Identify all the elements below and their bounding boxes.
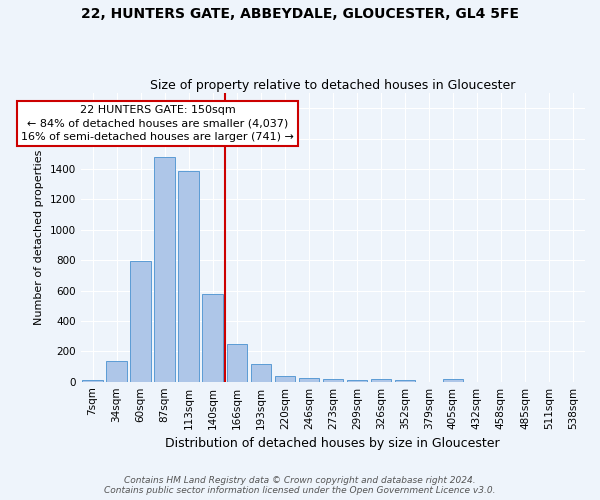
X-axis label: Distribution of detached houses by size in Gloucester: Distribution of detached houses by size … bbox=[166, 437, 500, 450]
Bar bbox=[130, 261, 151, 382]
Bar bbox=[202, 294, 223, 382]
Bar bbox=[371, 380, 391, 382]
Bar bbox=[275, 376, 295, 382]
Bar bbox=[106, 361, 127, 382]
Bar bbox=[323, 378, 343, 382]
Bar bbox=[251, 364, 271, 382]
Bar bbox=[299, 378, 319, 382]
Text: 22, HUNTERS GATE, ABBEYDALE, GLOUCESTER, GL4 5FE: 22, HUNTERS GATE, ABBEYDALE, GLOUCESTER,… bbox=[81, 8, 519, 22]
Bar bbox=[154, 157, 175, 382]
Y-axis label: Number of detached properties: Number of detached properties bbox=[34, 150, 44, 325]
Text: 22 HUNTERS GATE: 150sqm
← 84% of detached houses are smaller (4,037)
16% of semi: 22 HUNTERS GATE: 150sqm ← 84% of detache… bbox=[21, 106, 294, 142]
Bar bbox=[178, 170, 199, 382]
Bar bbox=[443, 378, 463, 382]
Bar bbox=[82, 380, 103, 382]
Bar bbox=[395, 380, 415, 382]
Bar bbox=[227, 344, 247, 382]
Bar bbox=[347, 380, 367, 382]
Title: Size of property relative to detached houses in Gloucester: Size of property relative to detached ho… bbox=[150, 79, 515, 92]
Text: Contains HM Land Registry data © Crown copyright and database right 2024.
Contai: Contains HM Land Registry data © Crown c… bbox=[104, 476, 496, 495]
